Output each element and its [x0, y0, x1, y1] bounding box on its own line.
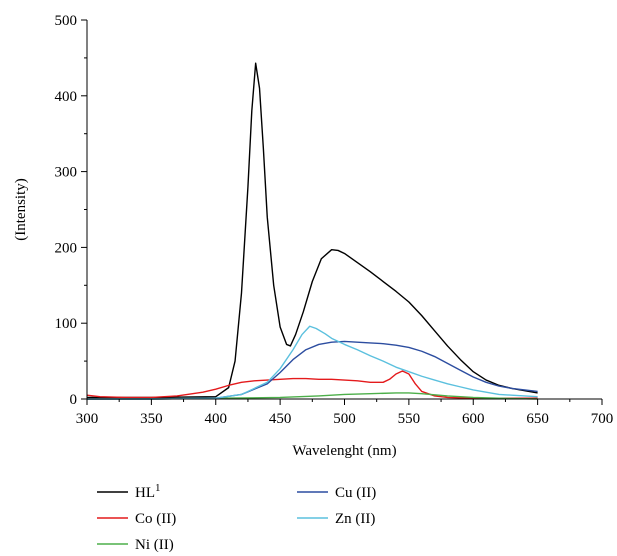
series-line-3	[87, 340, 538, 400]
legend: HL1 Co (II) Ni (II) Cu (II) Zn (II)	[97, 482, 376, 553]
legend-label: Zn (II)	[335, 511, 375, 527]
y-tick-label: 300	[55, 165, 78, 181]
x-tick-label: 550	[398, 411, 421, 427]
x-tick-label: 300	[76, 411, 99, 427]
y-tick-label: 0	[70, 392, 78, 408]
plot-area	[86, 62, 538, 400]
series-line-1	[86, 370, 538, 399]
legend-label: Ni (II)	[135, 537, 174, 553]
x-tick-label: 700	[591, 411, 614, 427]
x-tick-label: 600	[462, 411, 485, 427]
series-line-4	[87, 325, 538, 400]
axes: 300 350 400 450 500 550 600 650 700 0 100 200 300 400…	[13, 13, 613, 459]
series-line-0	[87, 62, 538, 399]
x-tick-label: 450	[269, 411, 292, 427]
legend-label-superscript: 1	[155, 482, 161, 494]
x-tick-label: 350	[140, 411, 163, 427]
x-tick-label: 650	[526, 411, 549, 427]
series-line-2	[87, 392, 538, 400]
legend-label: Co (II)	[135, 511, 176, 527]
x-tick-label: 500	[333, 411, 356, 427]
legend-label: HL1	[135, 482, 161, 501]
y-axis-title: (Intensity)	[13, 178, 29, 240]
y-tick-label: 500	[55, 13, 78, 29]
x-axis-title: Wavelenght (nm)	[292, 443, 396, 459]
y-tick-label: 100	[55, 316, 78, 332]
legend-label: Cu (II)	[335, 485, 376, 501]
y-tick-label: 200	[55, 240, 78, 256]
x-tick-label: 400	[205, 411, 228, 427]
y-tick-label: 400	[55, 89, 78, 105]
